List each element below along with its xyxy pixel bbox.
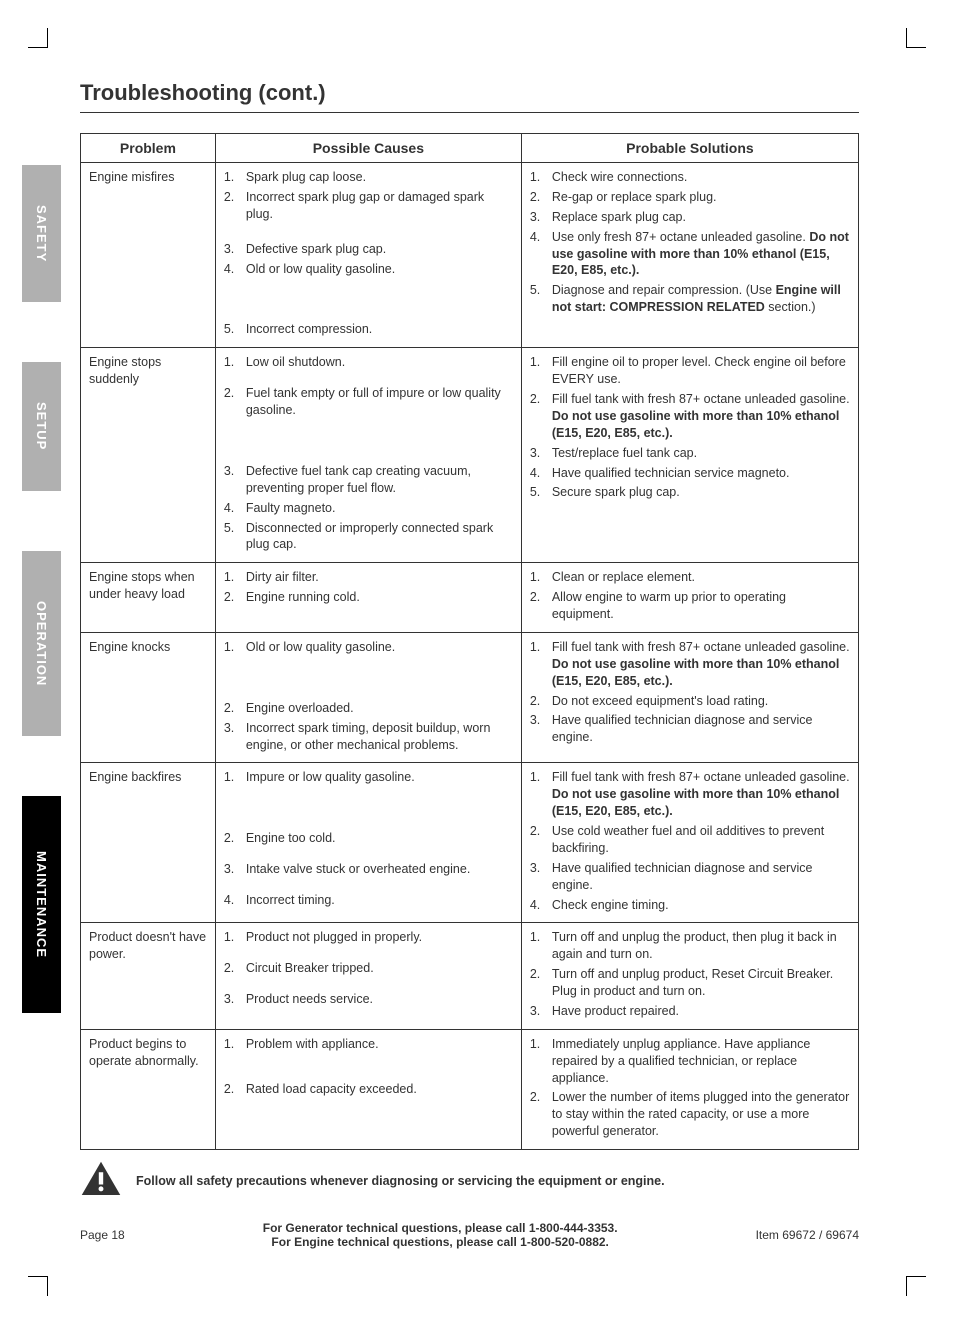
tab-safety: SAFETY [22, 165, 61, 302]
table-row-solutions: Immediately unplug appliance. Have appli… [521, 1029, 858, 1149]
table-row-problem: Product begins to operate abnormally. [81, 1029, 216, 1149]
warning-icon [80, 1160, 122, 1202]
page-number: Page 18 [80, 1228, 125, 1242]
table-row-problem: Engine misfires [81, 163, 216, 348]
tab-maintenance: MAINTENANCE [22, 796, 61, 1013]
tab-setup: SETUP [22, 362, 61, 490]
table-row-solutions: Check wire connections.Re-gap or replace… [521, 163, 858, 348]
page-footer: Page 18 For Generator technical question… [80, 1221, 859, 1249]
table-row-solutions: Fill engine oil to proper level. Check e… [521, 348, 858, 563]
table-row-solutions: Turn off and unplug the product, then pl… [521, 923, 858, 1029]
troubleshooting-table: Problem Possible Causes Probable Solutio… [80, 133, 859, 1150]
table-row-problem: Engine knocks [81, 632, 216, 763]
page-title: Troubleshooting (cont.) [80, 80, 859, 113]
col-problem: Problem [81, 134, 216, 163]
tab-operation: OPERATION [22, 551, 61, 736]
table-row-problem: Engine stops suddenly [81, 348, 216, 563]
table-row-solutions: Fill fuel tank with fresh 87+ octane unl… [521, 763, 858, 923]
table-row-solutions: Clean or replace element.Allow engine to… [521, 563, 858, 633]
warning-text: Follow all safety precautions whenever d… [136, 1174, 665, 1188]
table-row-solutions: Fill fuel tank with fresh 87+ octane unl… [521, 632, 858, 763]
col-solutions: Probable Solutions [521, 134, 858, 163]
table-row-causes: Old or low quality gasoline.Engine overl… [215, 632, 521, 763]
table-row-problem: Engine stops when under heavy load [81, 563, 216, 633]
footer-line2: For Engine technical questions, please c… [263, 1235, 618, 1249]
col-causes: Possible Causes [215, 134, 521, 163]
table-row-causes: Product not plugged in properly.Circuit … [215, 923, 521, 1029]
table-row-causes: Low oil shutdown.Fuel tank empty or full… [215, 348, 521, 563]
table-row-causes: Impure or low quality gasoline.Engine to… [215, 763, 521, 923]
table-row-problem: Product doesn't have power. [81, 923, 216, 1029]
table-row-causes: Problem with appliance.Rated load capaci… [215, 1029, 521, 1149]
table-row-problem: Engine backfires [81, 763, 216, 923]
footer-line1: For Generator technical questions, pleas… [263, 1221, 618, 1235]
side-tabs: SAFETY SETUP OPERATION MAINTENANCE [22, 165, 64, 1013]
item-number: Item 69672 / 69674 [756, 1228, 859, 1242]
table-row-causes: Dirty air filter.Engine running cold. [215, 563, 521, 633]
table-row-causes: Spark plug cap loose.Incorrect spark plu… [215, 163, 521, 348]
